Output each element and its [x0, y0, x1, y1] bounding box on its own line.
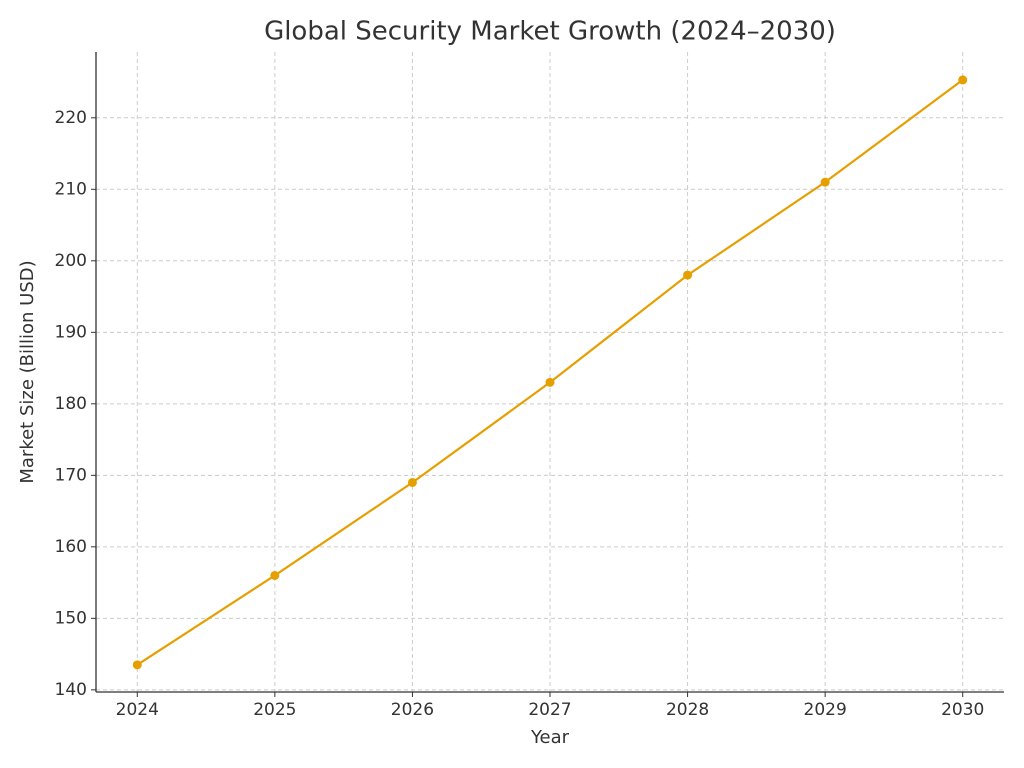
y-tick-label: 210 — [55, 179, 87, 199]
chart-title: Global Security Market Growth (2024–2030… — [264, 17, 836, 47]
y-tick-label: 180 — [55, 394, 87, 414]
point — [545, 377, 555, 387]
y-tick-label: 140 — [55, 680, 87, 700]
point — [958, 75, 968, 85]
point — [407, 477, 417, 487]
y-tick-label: 150 — [55, 608, 87, 628]
x-tick-label: 2027 — [528, 700, 571, 720]
x-axis-label: Year — [530, 727, 570, 748]
x-tick-label: 2026 — [391, 700, 434, 720]
x-tick-label: 2029 — [804, 700, 847, 720]
x-tick-label: 2030 — [941, 700, 984, 720]
point — [270, 570, 280, 580]
point — [820, 177, 830, 187]
y-tick-label: 160 — [55, 537, 87, 557]
y-tick-label: 220 — [55, 108, 87, 128]
y-axis-label: Market Size (Billion USD) — [17, 260, 38, 483]
y-tick-label: 200 — [55, 251, 87, 271]
point — [683, 270, 693, 280]
x-tick-label: 2025 — [253, 700, 296, 720]
x-tick-label: 2024 — [116, 700, 159, 720]
y-tick-label: 190 — [55, 322, 87, 342]
y-tick-label: 170 — [55, 465, 87, 485]
point — [132, 660, 142, 670]
x-tick-label: 2028 — [666, 700, 709, 720]
